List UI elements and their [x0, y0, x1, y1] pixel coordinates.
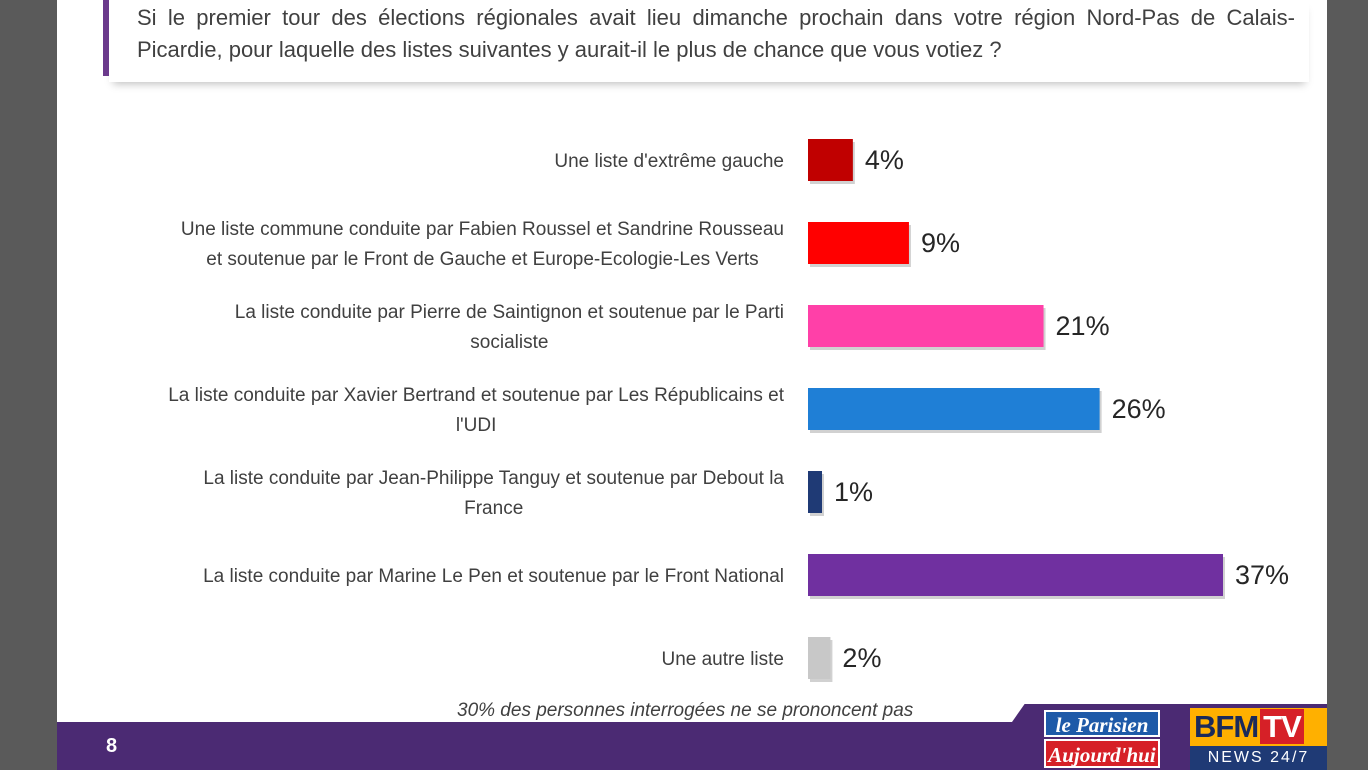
category-label-line: La liste conduite par Jean-Philippe Tang…: [203, 468, 784, 489]
le-parisien-logo: le Parisien Aujourd'hui: [1044, 710, 1160, 768]
bfmtv-logo-wordmark: BFM TV: [1194, 708, 1304, 746]
bar-0: [808, 139, 853, 181]
le-parisien-logo-bottom: Aujourd'hui: [1044, 739, 1160, 768]
category-label-line: socialiste: [470, 332, 548, 353]
accent-bar: [103, 0, 109, 76]
bar-3: [808, 388, 1100, 430]
category-label-line: Une autre liste: [661, 649, 784, 670]
category-label-2: La liste conduite par Pierre de Saintign…: [235, 302, 784, 353]
value-label-1: 9%: [921, 228, 960, 258]
bfm-text: BFM: [1194, 709, 1259, 744]
bar-4: [808, 471, 822, 513]
question-text: Si le premier tour des élections régiona…: [137, 5, 1295, 62]
category-label-1: Une liste commune conduite par Fabien Ro…: [181, 219, 784, 270]
category-label-4: La liste conduite par Jean-Philippe Tang…: [203, 468, 784, 519]
tv-text: TV: [1260, 709, 1304, 744]
category-label-3: La liste conduite par Xavier Bertrand et…: [168, 385, 784, 436]
value-label-2: 21%: [1056, 311, 1110, 341]
bar-2: [808, 305, 1044, 347]
category-label-line: Une liste commune conduite par Fabien Ro…: [181, 219, 784, 240]
value-label-6: 2%: [842, 643, 881, 673]
value-label-5: 37%: [1235, 560, 1289, 590]
bfmtv-logo: BFM TV NEWS 24/7: [1190, 708, 1327, 770]
bar-5: [808, 554, 1223, 596]
le-parisien-logo-top: le Parisien: [1044, 710, 1160, 737]
bar-chart: 4% Une liste d'extrême gauche 9% Une liste …: [168, 139, 1289, 682]
category-label-0: Une liste d'extrême gauche: [554, 151, 784, 172]
category-label-line: La liste conduite par Xavier Bertrand et…: [168, 385, 784, 406]
nonresponse-note: 30% des personnes interrogées ne se pron…: [457, 700, 914, 721]
category-label-line: et soutenue par le Front de Gauche et Eu…: [206, 249, 758, 270]
category-label-line: Une liste d'extrême gauche: [554, 151, 784, 172]
value-label-3: 26%: [1112, 394, 1166, 424]
slide: Si le premier tour des élections régiona…: [57, 0, 1327, 770]
category-label-line: La liste conduite par Pierre de Saintign…: [235, 302, 784, 323]
bfmtv-tagline: NEWS 24/7: [1190, 746, 1327, 770]
question-box: [109, 0, 1309, 82]
category-label-line: France: [464, 498, 523, 519]
page-number: 8: [106, 735, 118, 757]
bfmtv-logo-top: BFM TV: [1190, 708, 1327, 746]
bar-6: [808, 637, 831, 679]
bar-1: [808, 222, 909, 264]
category-label-line: l'UDI: [456, 415, 497, 436]
value-label-0: 4%: [865, 145, 904, 175]
value-label-4: 1%: [834, 477, 873, 507]
category-label-6: Une autre liste: [661, 649, 784, 670]
category-label-5: La liste conduite par Marine Le Pen et s…: [203, 566, 784, 587]
category-label-line: La liste conduite par Marine Le Pen et s…: [203, 566, 784, 587]
